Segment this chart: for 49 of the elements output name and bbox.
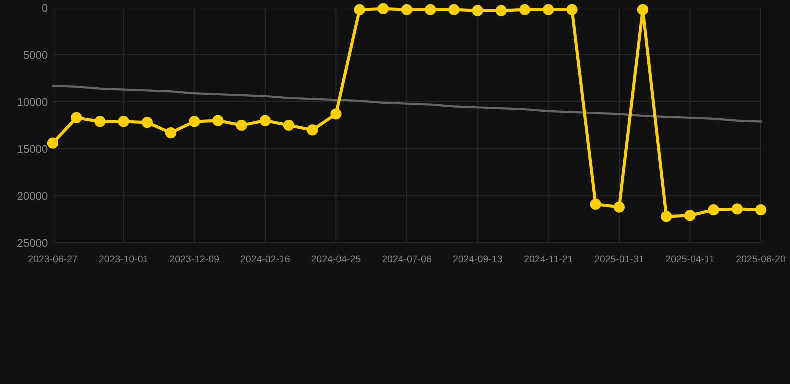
point: [260, 115, 271, 126]
point: [118, 116, 130, 128]
point: [448, 4, 460, 16]
point: [425, 4, 436, 16]
point: [755, 204, 767, 216]
y-tick-label: 10000: [18, 98, 48, 106]
point: [307, 124, 318, 136]
x-tick-label: 2024-04-25: [312, 256, 361, 263]
point: [354, 4, 366, 16]
x-tick-label: 2023-12-09: [170, 256, 220, 263]
x-tick-label: 2025-01-31: [595, 256, 644, 263]
point: [496, 5, 507, 16]
point: [236, 120, 248, 132]
x-tick-label: 2025-04-11: [666, 256, 714, 263]
x-tick-label: 2024-02-16: [241, 256, 290, 263]
point: [94, 116, 106, 128]
y-tick-label: 20000: [18, 192, 48, 200]
point: [142, 117, 153, 128]
point: [637, 4, 649, 16]
x-tick-label: 2023-10-01: [99, 256, 148, 263]
point: [543, 4, 554, 16]
point: [212, 115, 224, 126]
point: [566, 4, 578, 16]
point: [378, 3, 389, 14]
point: [519, 4, 531, 16]
line-series: [52, 84, 762, 123]
point: [732, 204, 743, 215]
point: [590, 198, 602, 210]
point: [401, 4, 413, 16]
point: [708, 204, 720, 216]
point: [330, 108, 342, 120]
x-tick-label: 2025-06-20: [736, 256, 786, 263]
point: [71, 112, 82, 124]
point: [165, 127, 177, 139]
point: [684, 210, 696, 222]
x-tick-label: 2024-11-21: [524, 256, 573, 263]
x-tick-label: 2024-07-06: [382, 256, 432, 263]
x-tick-label: 2024-09-13: [453, 256, 502, 263]
point: [661, 211, 672, 222]
y-tick-label: 25000: [18, 239, 48, 248]
y-tick-label: 5000: [24, 51, 48, 60]
point: [472, 5, 484, 16]
point: [614, 202, 625, 213]
point: [47, 138, 59, 149]
y-tick-label: 0: [42, 4, 48, 12]
point: [189, 116, 200, 128]
point: [283, 120, 295, 132]
x-tick-label: 2023-06-27: [28, 256, 78, 263]
y-tick-label: 15000: [18, 145, 48, 154]
